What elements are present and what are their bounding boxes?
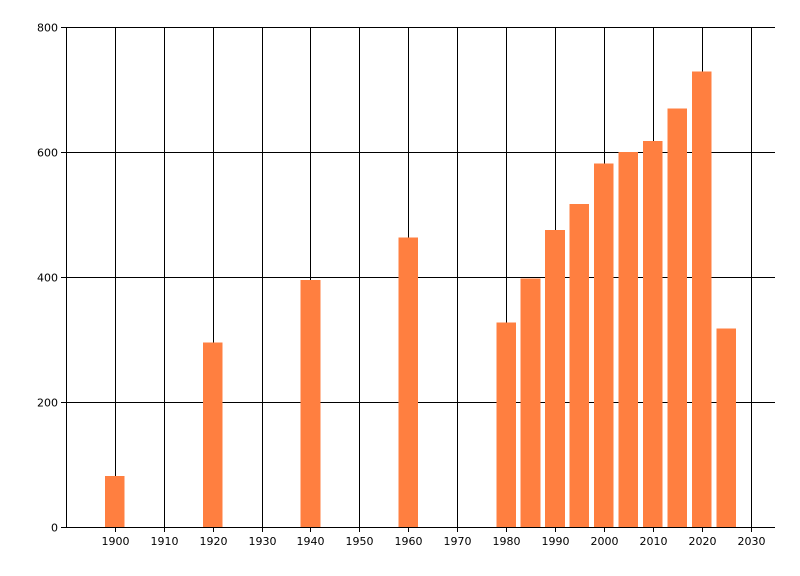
bar-1920	[202, 342, 223, 527]
bar-2015	[667, 108, 687, 528]
y-tick-label: 800	[37, 22, 58, 35]
bar-1980	[496, 322, 516, 527]
bar-2025	[716, 328, 736, 528]
axes	[61, 27, 775, 532]
x-tick-label: 1900	[102, 535, 130, 548]
bar-1995	[569, 203, 590, 527]
x-tick-label: 2030	[738, 535, 766, 548]
x-tick-label: 1970	[444, 535, 472, 548]
x-tick-label: 2010	[640, 535, 668, 548]
bar-1940	[300, 280, 321, 527]
bar-1990	[545, 230, 565, 527]
bar-2000	[594, 163, 614, 528]
bar-1960	[398, 237, 419, 527]
y-tick-label: 600	[37, 147, 58, 160]
bar-1900	[105, 475, 125, 528]
x-tick-label: 1950	[346, 535, 374, 548]
x-tick-label: 1990	[542, 535, 570, 548]
x-tick-label: 1940	[297, 535, 325, 548]
y-tick-label: 400	[37, 272, 58, 285]
bar-1985	[520, 278, 541, 528]
bar-2020	[691, 71, 712, 528]
y-tick-label: 200	[37, 397, 58, 410]
x-tick-label: 2000	[591, 535, 619, 548]
x-tick-label: 1960	[395, 535, 423, 548]
bar-2010	[643, 140, 663, 528]
bars	[105, 71, 736, 528]
x-tick-label: 1920	[200, 535, 228, 548]
x-tick-label: 1980	[493, 535, 521, 548]
x-tick-labels: 1900 1910 1920 1930 1940 1950 1960 1970 1980 1990…	[102, 535, 766, 548]
bar-2005	[618, 152, 639, 527]
y-tick-label: 0	[51, 522, 58, 535]
y-tick-labels: 0 200 400 600 800	[37, 22, 58, 535]
x-tick-label: 2020	[689, 535, 717, 548]
x-tick-label: 1930	[249, 535, 277, 548]
x-tick-label: 1910	[151, 535, 179, 548]
